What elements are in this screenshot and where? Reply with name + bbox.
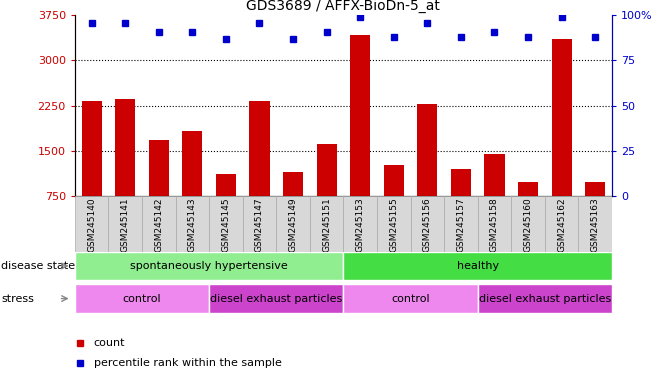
Text: spontaneously hypertensive: spontaneously hypertensive bbox=[130, 261, 288, 271]
Text: count: count bbox=[94, 338, 125, 348]
Bar bbox=[377, 196, 411, 252]
Bar bbox=[383, 165, 404, 196]
Bar bbox=[484, 154, 505, 196]
Bar bbox=[283, 172, 303, 196]
Text: GSM245158: GSM245158 bbox=[490, 197, 499, 252]
Bar bbox=[344, 284, 478, 313]
Bar bbox=[75, 284, 209, 313]
Bar bbox=[545, 196, 578, 252]
Text: diesel exhaust particles: diesel exhaust particles bbox=[210, 293, 342, 304]
Bar bbox=[115, 99, 135, 196]
Text: GSM245153: GSM245153 bbox=[355, 197, 365, 252]
Bar bbox=[75, 196, 109, 252]
Bar bbox=[310, 196, 344, 252]
Text: GSM245143: GSM245143 bbox=[188, 197, 197, 252]
Bar bbox=[209, 284, 344, 313]
Bar bbox=[585, 182, 605, 196]
Bar bbox=[176, 196, 209, 252]
Text: GSM245147: GSM245147 bbox=[255, 197, 264, 252]
Text: GSM245149: GSM245149 bbox=[288, 197, 298, 252]
Bar bbox=[551, 40, 572, 196]
Bar bbox=[350, 35, 370, 196]
Bar bbox=[518, 182, 538, 196]
Text: GSM245155: GSM245155 bbox=[389, 197, 398, 252]
Bar bbox=[411, 196, 444, 252]
Text: GSM245140: GSM245140 bbox=[87, 197, 96, 252]
Text: GSM245151: GSM245151 bbox=[322, 197, 331, 252]
Bar bbox=[316, 144, 337, 196]
Bar bbox=[142, 196, 176, 252]
Text: control: control bbox=[391, 293, 430, 304]
Text: GSM245142: GSM245142 bbox=[154, 197, 163, 252]
Bar bbox=[511, 196, 545, 252]
Text: diesel exhaust particles: diesel exhaust particles bbox=[478, 293, 611, 304]
Bar bbox=[478, 284, 612, 313]
Title: GDS3689 / AFFX-BioDn-5_at: GDS3689 / AFFX-BioDn-5_at bbox=[247, 0, 440, 13]
Bar bbox=[81, 101, 102, 196]
Text: GSM245160: GSM245160 bbox=[523, 197, 533, 252]
Text: GSM245156: GSM245156 bbox=[422, 197, 432, 252]
Bar bbox=[450, 169, 471, 196]
Bar bbox=[148, 140, 169, 196]
Bar bbox=[578, 196, 612, 252]
Bar bbox=[216, 174, 236, 196]
Bar bbox=[417, 104, 437, 196]
Bar bbox=[75, 252, 344, 280]
Bar bbox=[109, 196, 142, 252]
Bar bbox=[182, 131, 202, 196]
Text: stress: stress bbox=[1, 293, 34, 304]
Text: GSM245145: GSM245145 bbox=[221, 197, 230, 252]
Bar bbox=[478, 196, 511, 252]
Bar bbox=[344, 196, 377, 252]
Text: disease state: disease state bbox=[1, 261, 76, 271]
Bar bbox=[243, 196, 276, 252]
Bar bbox=[276, 196, 310, 252]
Bar bbox=[249, 101, 270, 196]
Bar bbox=[209, 196, 243, 252]
Text: GSM245157: GSM245157 bbox=[456, 197, 465, 252]
Text: control: control bbox=[122, 293, 161, 304]
Bar bbox=[444, 196, 478, 252]
Text: GSM245141: GSM245141 bbox=[120, 197, 130, 252]
Text: GSM245162: GSM245162 bbox=[557, 197, 566, 252]
Text: percentile rank within the sample: percentile rank within the sample bbox=[94, 358, 281, 368]
Text: GSM245163: GSM245163 bbox=[590, 197, 600, 252]
Text: healthy: healthy bbox=[456, 261, 499, 271]
Bar bbox=[344, 252, 612, 280]
